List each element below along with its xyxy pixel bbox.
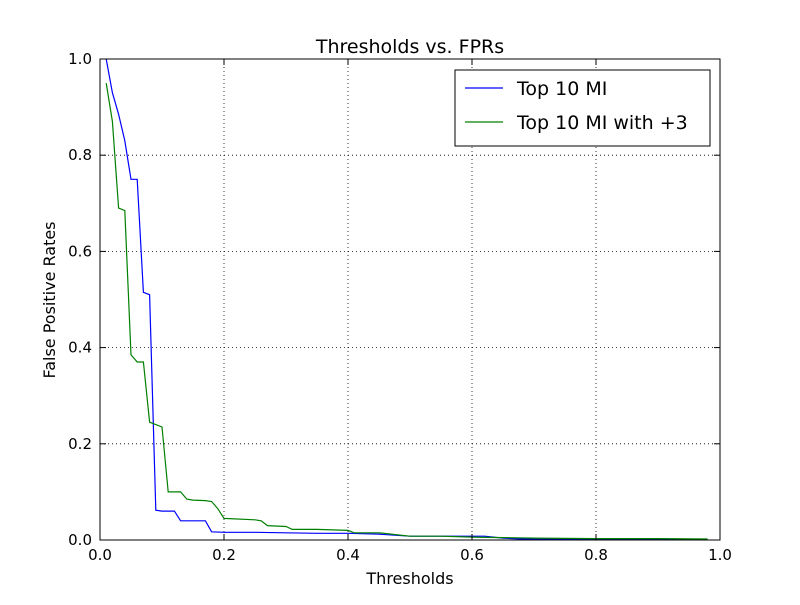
ticks: 0.0 0.2 0.4 0.6 0.8 1.0 0.0 0.2 0.4 0.6 0.8 1.0 <box>68 50 732 564</box>
y-tick-label: 0.4 <box>68 339 92 357</box>
y-tick-label: 0.6 <box>68 242 92 260</box>
x-tick-label: 0.6 <box>460 546 484 564</box>
y-axis-label: False Positive Rates <box>40 221 59 378</box>
legend: Top 10 MI Top 10 MI with +3 <box>454 69 711 147</box>
x-tick-label: 1.0 <box>708 546 732 564</box>
legend-label-1: Top 10 MI with +3 <box>516 112 688 134</box>
series-line-1 <box>105 83 708 540</box>
y-tick-label: 1.0 <box>68 50 92 68</box>
x-tick-label: 0.8 <box>584 546 608 564</box>
chart-title: Thresholds vs. FPRs <box>315 36 504 58</box>
y-tick-label: 0.0 <box>68 531 92 549</box>
legend-label-0: Top 10 MI <box>516 78 607 100</box>
x-axis-label: Thresholds <box>365 569 453 588</box>
x-tick-label: 0.2 <box>212 546 236 564</box>
legend-box <box>454 69 711 147</box>
y-tick-label: 0.2 <box>68 435 92 453</box>
series-lines <box>105 58 708 541</box>
y-tick-label: 0.8 <box>68 146 92 164</box>
plot-frame <box>99 58 721 541</box>
x-tick-label: 0.4 <box>336 546 360 564</box>
x-tick-label: 0.0 <box>88 546 112 564</box>
